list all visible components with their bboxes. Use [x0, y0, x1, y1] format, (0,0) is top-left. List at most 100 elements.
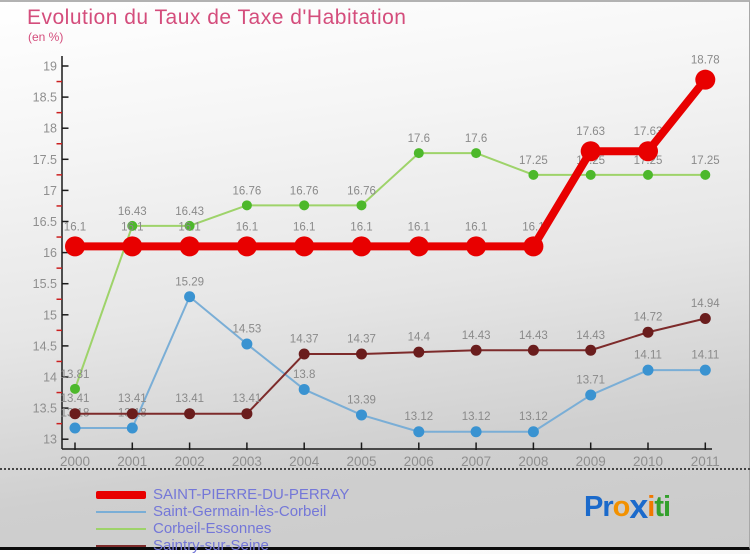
legend-swatch-darkred [96, 544, 148, 547]
data-point-label: 16.43 [118, 206, 147, 218]
data-point-label: 14.43 [576, 330, 605, 342]
data-point-label: 16.1 [178, 221, 200, 233]
y-tick-label: 18 [43, 122, 57, 136]
series-line [74, 317, 707, 415]
data-point-marker [470, 426, 482, 438]
logo-letter: o [612, 491, 631, 523]
data-point-marker [184, 408, 196, 420]
x-tick-label: 2007 [461, 454, 491, 469]
data-point-marker [642, 326, 654, 338]
y-tick-label: 17 [43, 184, 57, 198]
data-point-marker [700, 169, 711, 180]
data-point-label: 13.8 [293, 369, 315, 381]
data-point-marker [580, 141, 601, 162]
data-point-label: 17.63 [634, 126, 663, 138]
data-point-marker [241, 200, 252, 211]
data-point-marker [241, 408, 253, 420]
data-point-marker [65, 236, 85, 257]
data-point-label: 14.43 [462, 330, 491, 342]
legend-item-saintry-sur-seine: Saintry-sur-Seine [96, 537, 349, 554]
data-point-marker [523, 236, 544, 257]
data-point-marker [527, 344, 539, 356]
series-line [71, 75, 710, 251]
legend-swatch-green [96, 527, 148, 530]
data-point-label: 14.11 [634, 350, 662, 362]
data-point-label: 13.41 [233, 393, 262, 405]
data-point-label: 13.71 [576, 375, 605, 387]
data-point-label: 16.76 [290, 185, 319, 197]
y-tick-label: 16.5 [33, 215, 57, 229]
x-tick-label: 2006 [404, 454, 434, 469]
logo-letter: i [647, 491, 655, 523]
y-tick-label: 14 [43, 371, 57, 385]
data-point-label: 14.43 [519, 330, 548, 342]
data-point-label: 13.39 [347, 394, 376, 406]
data-point-marker [585, 169, 596, 180]
data-point-label: 14.72 [634, 312, 663, 324]
data-point-label: 15.29 [175, 276, 204, 288]
x-tick-label: 2009 [576, 454, 606, 469]
proxiti-logo: Proxiti [584, 488, 671, 527]
data-point-marker [122, 236, 143, 257]
data-point-label: 14.94 [691, 298, 720, 310]
data-point-label: 16.1 [293, 221, 315, 233]
x-tick-label: 2002 [175, 454, 205, 469]
x-tick-label: 2001 [117, 454, 147, 469]
data-point-label: 14.37 [347, 333, 376, 345]
data-point-label: 13.41 [175, 393, 204, 405]
legend-label: Saintry-sur-Seine [153, 537, 269, 554]
chart-title: Evolution du Taux de Taxe d'Habitation [27, 6, 407, 29]
data-point-label: 16.76 [233, 185, 262, 197]
data-point-marker [356, 200, 367, 211]
legend-swatch-blue [96, 510, 148, 513]
data-point-label: 14.11 [691, 350, 719, 362]
data-point-marker [413, 346, 425, 358]
data-point-label: 17.63 [576, 126, 605, 138]
y-tick-label: 14.5 [33, 339, 57, 353]
data-point-marker [126, 422, 138, 434]
data-point-label: 16.1 [236, 221, 258, 233]
data-point-marker [298, 383, 310, 395]
data-point-marker [413, 148, 424, 159]
data-point-marker [585, 389, 597, 401]
separator-line [0, 468, 750, 470]
data-point-label: 14.37 [290, 333, 319, 345]
x-tick-label: 2000 [60, 454, 90, 469]
data-point-marker [470, 344, 482, 356]
data-point-marker [471, 148, 482, 159]
data-point-marker [638, 141, 658, 162]
data-point-label: 14.4 [408, 332, 431, 344]
chart-subtitle: (en %) [28, 30, 64, 44]
tax-rate-line-chart: 13 13.5 14 14.5 15 15.5 16 16.5 17 17.5 18 18.5 19 20… [33, 55, 721, 469]
logo-letter: t [654, 491, 664, 523]
legend-item-saint-germain: Saint-Germain-lès-Corbeil [96, 503, 349, 520]
data-point-marker [69, 422, 81, 434]
x-tick-label: 2008 [518, 454, 548, 469]
x-tick-label: 2010 [633, 454, 663, 469]
y-tick-label: 18.5 [33, 91, 57, 105]
data-point-marker [351, 236, 372, 257]
data-point-marker [699, 364, 711, 376]
data-point-label: 13.81 [61, 369, 90, 381]
data-point-marker [413, 426, 425, 438]
data-point-label: 16.43 [175, 206, 204, 218]
x-tick-label: 2003 [232, 454, 262, 469]
y-tick-label: 19 [43, 60, 57, 74]
y-tick-label: 16 [43, 246, 57, 260]
logo-letter: i [663, 491, 671, 523]
logo-letter: r [602, 491, 613, 523]
data-point-marker [527, 426, 539, 438]
data-point-label: 16.76 [347, 185, 376, 197]
x-tick-label: 2005 [346, 454, 376, 469]
legend-swatch-red [96, 490, 148, 499]
data-point-marker [127, 220, 138, 231]
data-point-label: 16.1 [64, 221, 86, 233]
data-point-label: 13.12 [462, 411, 491, 423]
y-tick-label: 13 [43, 433, 57, 447]
data-point-label: 17.6 [465, 133, 487, 145]
data-point-label: 17.25 [691, 155, 720, 167]
data-point-label: 16.1 [408, 221, 430, 233]
data-point-marker [585, 344, 597, 356]
data-point-marker [643, 169, 653, 180]
data-point-label: 18.78 [691, 55, 720, 67]
